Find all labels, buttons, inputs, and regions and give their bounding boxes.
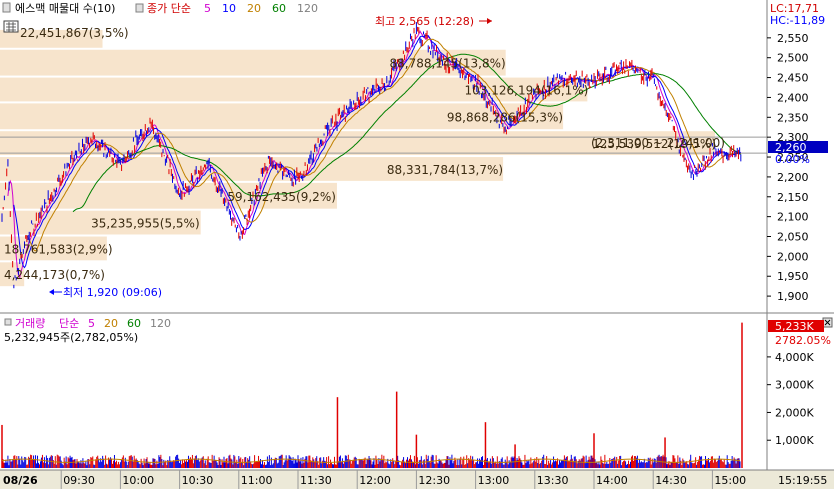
volume-profile-label: 4,244,173(0,7%) [4,268,105,282]
y-tick-label: 2,150 [777,191,809,204]
volume-profile-bar [0,77,588,102]
grid-toggle-icon[interactable] [3,20,19,33]
ma-legend-item: 60 [272,2,286,15]
volume-profile-bar [0,210,201,235]
volume-profile-label: 88,331,784(13,7%) [387,163,503,177]
current-volume-pct: 2782.05% [775,334,831,347]
x-tick-label: 09:30 [63,474,95,487]
ma-line [72,53,742,213]
volume-profile-label: 103,126,194(16,1%) [465,83,589,97]
volume-ma-label: 단순 [59,317,79,330]
x-tick-label: 10:00 [122,474,154,487]
ma-legend-item: 10 [222,2,236,15]
current-volume-marker [768,320,824,332]
volume-profile-label: 98,868,286(15,3%) [447,110,563,124]
ma-line [13,34,741,269]
time-axis: 09:30 10:00 10:30 11:00 11:30 12:00 12:30 13:00… [60,470,746,489]
y-tick-label: 2,500 [777,52,809,65]
volume-ma-item: 20 [104,317,118,330]
ma-legend-item: 5 [204,2,211,15]
x-tick-label: 14:00 [596,474,628,487]
x-tick-label: 13:00 [478,474,510,487]
y-tick-label: 2,200 [777,171,809,184]
ma-legend-periods: 5 10 20 60 120 [204,2,318,15]
indicator-title: 에스맥 매물대 수(10) [15,2,115,15]
y-tick-label: 2,250 [777,151,809,164]
price-axis: 2,550 2,500 2,450 2,400 2,350 2,300 2,250 2,200… [767,32,809,303]
volume-profile-label: 88,788,145(13,8%) [389,57,505,71]
volume-bars [1,322,743,468]
volume-ma-item: 5 [88,317,95,330]
current-price: 2,260 [775,141,807,154]
volume-title: 거래량 [15,317,45,330]
current-volume: 5,233K [775,320,814,333]
volume-ma-item: 60 [127,317,141,330]
lc-label: LC:17,71 [770,2,819,15]
ma-legend-item: 20 [247,2,261,15]
current-price-marker [768,141,828,153]
volume-ma-periods: 5 20 60 120 [88,317,171,330]
y-tick-label: 2,300 [777,131,809,144]
ma-legend-item: 120 [297,2,318,15]
volume-profile-bar [0,49,506,76]
volume-profile-top-label: 22,451,867(3,5%) [20,26,129,40]
volume-profile-bar [0,182,337,209]
volume-profile-range: (2,311,00 ~ 2,241,00) [591,136,725,150]
x-tick-label: 15:00 [714,474,746,487]
volume-profile-bar [0,29,103,48]
volume-profile-bar [0,103,564,130]
volume-tick-label: 4,000K [775,351,814,364]
x-tick-label: 11:30 [300,474,332,487]
volume-axis: 4,000K 3,000K 2,000K 1,000K [767,351,814,447]
time-label: 15:19:55 [778,474,827,487]
y-tick-label: 2,400 [777,91,809,104]
volume-profile-labels: 88,788,145(13,8%) 103,126,194(16,1%) 98,86… [4,26,725,282]
x-tick-label: 13:30 [537,474,569,487]
volume-tick-label: 2,000K [775,406,814,419]
volume-profile-label: 35,235,955(5,5%) [91,217,200,231]
high-annotation: 최고 2,565 (12:28) [375,15,474,28]
x-tick-label: 14:30 [655,474,687,487]
volume-profile-bar [0,157,504,181]
ma-legend-label: 종가 단순 [147,2,191,15]
volume-profile-label: 59,162,435(9,2%) [227,190,336,204]
volume-ma-item: 120 [150,317,171,330]
low-annotation: 최저 1,920 (09:06) [63,286,162,299]
volume-tick-label: 1,000K [775,434,814,447]
volume-profile-bar [0,236,107,261]
hc-label: HC:-11,89 [770,14,825,27]
volume-profile-label: 125,539,512(19,5%) [592,137,716,151]
volume-panel-icon[interactable] [4,318,12,326]
y-tick-label: 2,100 [777,211,809,224]
panel-icon[interactable] [2,2,11,13]
y-tick-label: 2,550 [777,32,809,45]
date-label: 08/26 [3,474,38,487]
current-change: 0.00% [775,153,810,166]
ma-line [25,38,741,252]
y-tick-label: 2,450 [777,72,809,85]
volume-ma-line [1,458,741,463]
price-candles [1,22,742,289]
y-tick-label: 2,000 [777,250,809,263]
y-tick-label: 1,900 [777,290,809,303]
ma-legend-icon[interactable] [135,3,144,13]
y-tick-label: 1,950 [777,270,809,283]
volume-total: 5,232,945주(2,782,05%) [4,331,138,344]
y-tick-label: 2,350 [777,111,809,124]
volume-profile-label: 18,761,583(2,9%) [4,242,113,256]
x-tick-label: 11:00 [241,474,273,487]
x-tick-label: 12:00 [359,474,391,487]
volume-tick-label: 3,000K [775,379,814,392]
x-tick-label: 12:30 [418,474,450,487]
y-tick-label: 2,050 [777,231,809,244]
x-tick-label: 10:30 [182,474,214,487]
